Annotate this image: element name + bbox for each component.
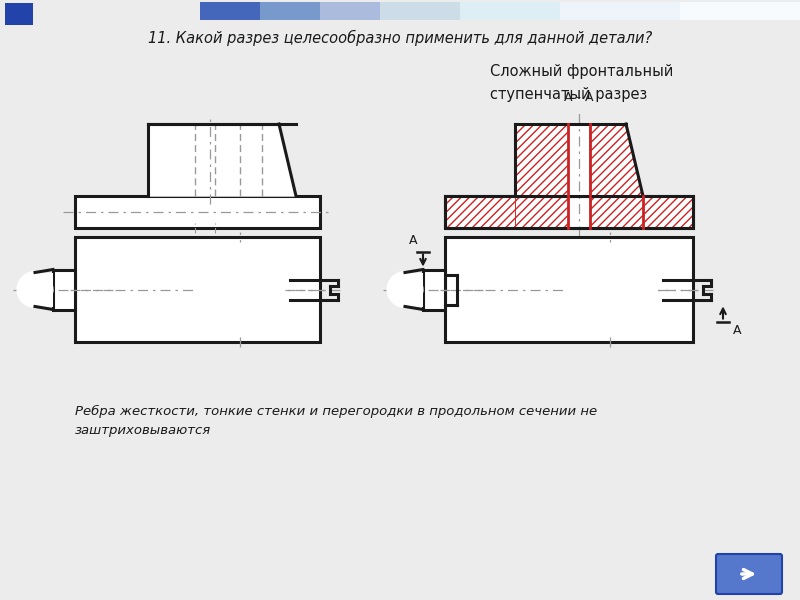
FancyBboxPatch shape: [680, 2, 800, 20]
FancyBboxPatch shape: [560, 2, 680, 20]
Text: А: А: [409, 235, 418, 247]
FancyBboxPatch shape: [423, 269, 445, 310]
FancyBboxPatch shape: [260, 2, 320, 20]
FancyBboxPatch shape: [35, 272, 53, 307]
FancyBboxPatch shape: [75, 237, 320, 342]
FancyBboxPatch shape: [380, 2, 460, 20]
FancyBboxPatch shape: [405, 272, 423, 307]
FancyBboxPatch shape: [460, 2, 560, 20]
Text: 11: 11: [739, 573, 765, 591]
Text: А: А: [733, 323, 742, 337]
Polygon shape: [148, 124, 296, 196]
Text: Ребра жесткости, тонкие стенки и перегородки в продольном сечении не
заштриховыв: Ребра жесткости, тонкие стенки и перегор…: [75, 405, 597, 437]
FancyBboxPatch shape: [5, 3, 33, 25]
FancyBboxPatch shape: [75, 196, 320, 228]
Circle shape: [388, 272, 422, 307]
Circle shape: [198, 247, 282, 331]
FancyBboxPatch shape: [320, 2, 380, 20]
Circle shape: [568, 247, 652, 331]
FancyBboxPatch shape: [53, 269, 75, 310]
Polygon shape: [515, 124, 643, 196]
FancyBboxPatch shape: [200, 2, 260, 20]
Text: Сложный фронтальный
ступенчатый разрез: Сложный фронтальный ступенчатый разрез: [490, 64, 674, 101]
FancyBboxPatch shape: [445, 196, 693, 228]
FancyBboxPatch shape: [716, 554, 782, 594]
Circle shape: [592, 271, 628, 307]
Text: 11. Какой разрез целесообразно применить для данной детали?: 11. Какой разрез целесообразно применить…: [148, 30, 652, 46]
FancyBboxPatch shape: [445, 237, 693, 342]
Circle shape: [222, 271, 258, 307]
Text: А - А: А - А: [564, 91, 594, 104]
Circle shape: [18, 272, 52, 307]
